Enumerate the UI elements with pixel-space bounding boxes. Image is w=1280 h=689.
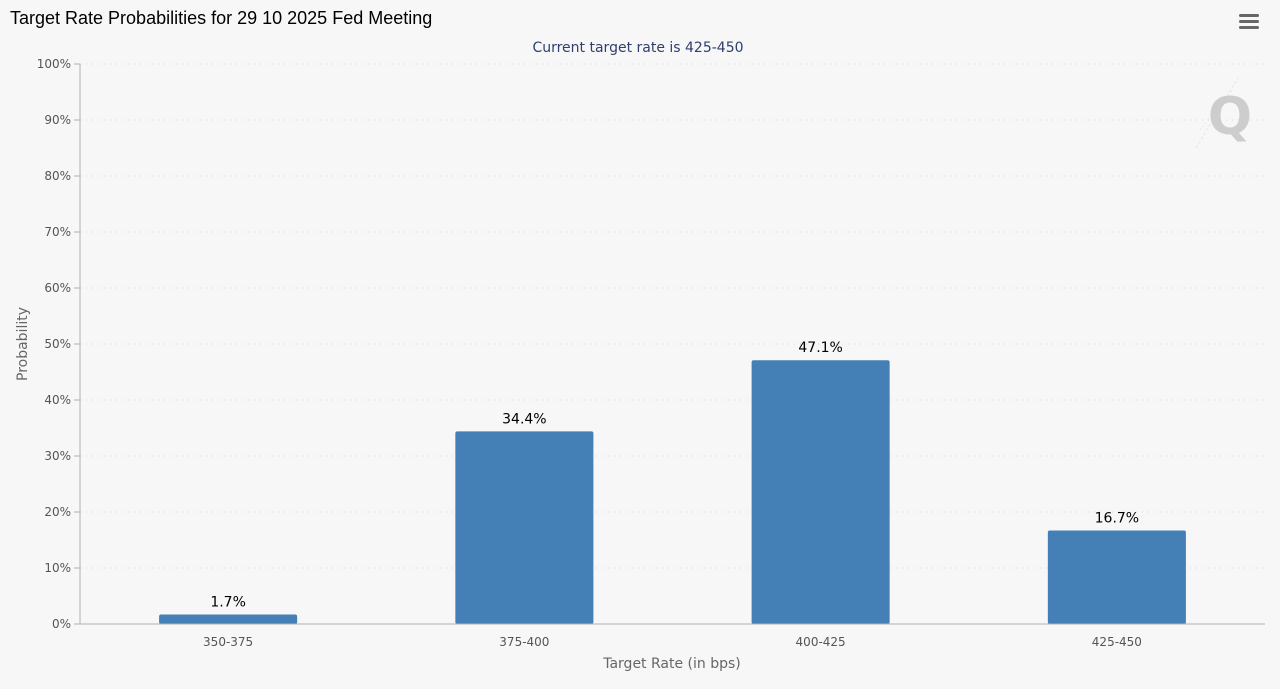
bars [159, 360, 1186, 624]
bar-400-425[interactable] [751, 360, 890, 624]
bar-425-450[interactable] [1047, 530, 1186, 624]
bar-375-400[interactable] [455, 431, 594, 624]
data-labels: 1.7% 34.4% 47.1% 16.7% [210, 340, 1139, 610]
x-tick-label: 425-450 [1092, 635, 1142, 649]
data-label: 47.1% [798, 340, 842, 356]
y-axis-label: Probability [15, 307, 31, 381]
y-tick-label: 70% [44, 225, 71, 239]
y-tick-label: 20% [44, 505, 71, 519]
y-tick-label: 90% [44, 113, 71, 127]
y-tick-label: 30% [44, 449, 71, 463]
y-tick-label: 80% [44, 169, 71, 183]
y-tick-label: 10% [44, 561, 71, 575]
x-tick-label: 350-375 [203, 635, 253, 649]
y-tick-label: 100% [37, 57, 71, 71]
y-tick-label: 40% [44, 393, 71, 407]
y-tick-label: 60% [44, 281, 71, 295]
x-tick-label: 375-400 [499, 635, 549, 649]
data-label: 34.4% [502, 411, 546, 427]
hamburger-menu-icon[interactable] [1238, 14, 1260, 34]
data-label: 16.7% [1095, 510, 1139, 526]
y-axis-ticks: 0% 10% 20% 30% 40% 50% 60% 70% 80% 90% 100% [37, 57, 80, 631]
grid-lines [80, 63, 1265, 569]
watermark-logo: Q [1195, 77, 1252, 149]
y-tick-label: 0% [52, 617, 71, 631]
y-tick-label: 50% [44, 337, 71, 351]
x-tick-label: 400-425 [796, 635, 846, 649]
x-axis-ticks: 350-375 375-400 400-425 425-450 [203, 635, 1142, 649]
x-axis-label: Target Rate (in bps) [602, 656, 741, 672]
watermark-letter: Q [1208, 87, 1252, 147]
chart-subtitle: Current target rate is 425-450 [532, 40, 743, 56]
bar-350-375[interactable] [159, 614, 298, 624]
data-label: 1.7% [210, 594, 246, 610]
chart-title: Target Rate Probabilities for 29 10 2025… [10, 8, 433, 28]
